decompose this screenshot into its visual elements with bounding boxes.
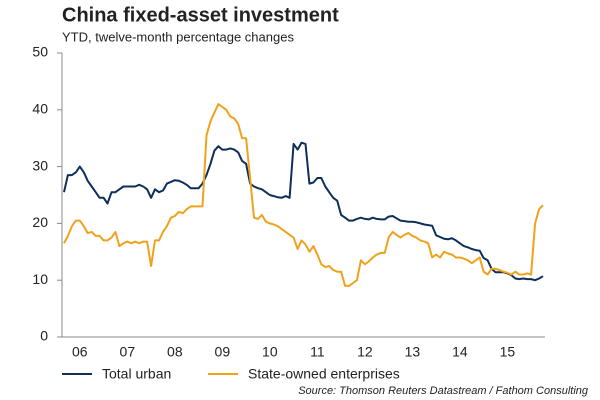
x-tick-label: 11 <box>310 344 325 360</box>
x-tick-label: 08 <box>167 344 183 360</box>
x-tick-label: 06 <box>72 344 88 360</box>
y-tick-label: 10 <box>32 271 48 287</box>
x-tick-label: 09 <box>215 344 231 360</box>
series-line <box>63 103 544 287</box>
y-tick-label: 50 <box>32 44 48 60</box>
y-tick-label: 0 <box>40 328 48 344</box>
source-note: Source: Thomson Reuters Datastream / Fat… <box>298 385 589 397</box>
legend-label: State-owned enterprises <box>248 366 400 382</box>
x-tick-label: 07 <box>120 344 136 360</box>
y-tick-label: 40 <box>32 101 48 117</box>
chart-title: China fixed-asset investment <box>62 4 339 26</box>
x-tick-label: 14 <box>452 344 468 360</box>
x-tick-label: 10 <box>262 344 278 360</box>
y-tick-label: 30 <box>32 157 48 173</box>
y-tick-label: 20 <box>32 214 48 230</box>
series-line <box>63 141 544 282</box>
chart-subtitle: YTD, twelve-month percentage changes <box>62 29 294 44</box>
legend-label: Total urban <box>102 366 171 382</box>
x-tick-label: 12 <box>357 344 373 360</box>
x-tick-label: 13 <box>405 344 421 360</box>
x-tick-label: 15 <box>500 344 516 360</box>
